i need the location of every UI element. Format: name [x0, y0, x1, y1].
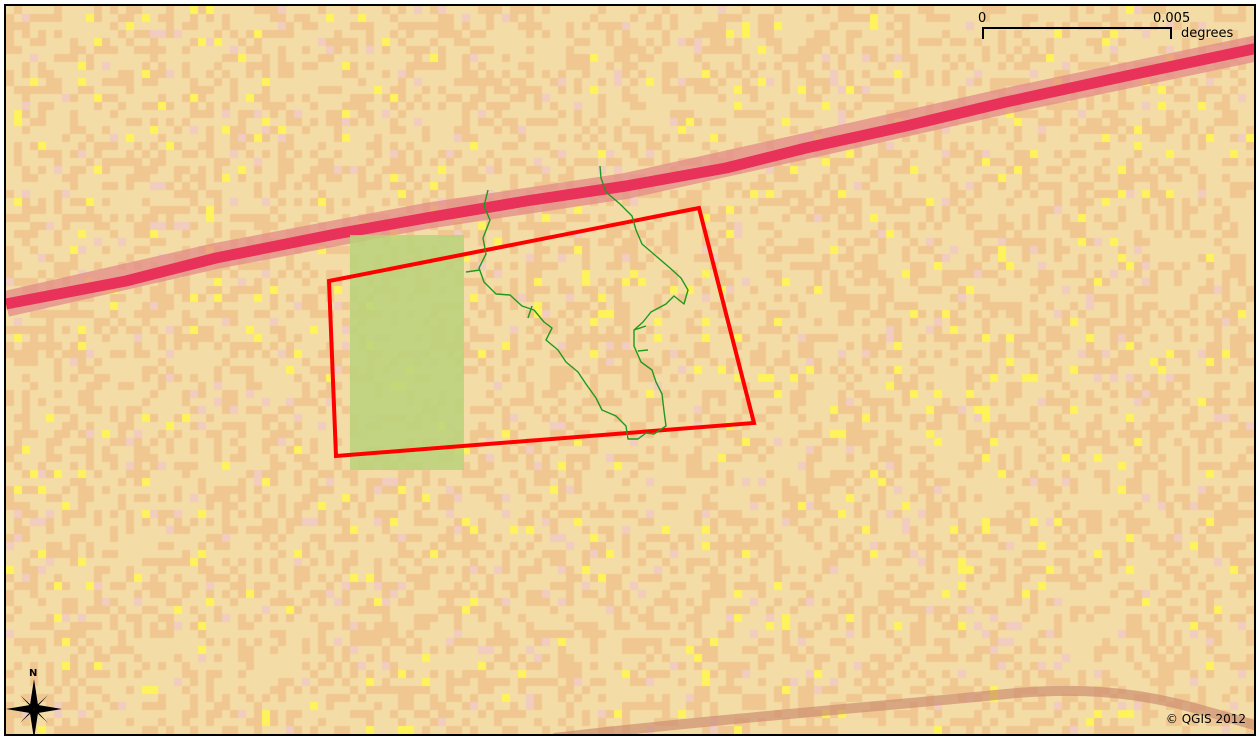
green-patch — [350, 235, 464, 470]
scale-bar — [982, 27, 1172, 39]
scale-bar-end-label: 0.005 — [1153, 11, 1191, 26]
map-overlay — [6, 27, 1254, 734]
copyright-label: © QGIS 2012 — [1165, 712, 1246, 726]
landcover-raster — [6, 6, 1254, 734]
stream-network — [465, 165, 689, 440]
compass-star-icon — [6, 679, 62, 734]
north-label: N — [29, 668, 38, 679]
study-area-polygon[interactable] — [326, 205, 757, 459]
map-canvas[interactable]: 0 0.005 degrees N © QGIS 2012 — [4, 4, 1256, 736]
main-road — [6, 43, 1254, 310]
scale-bar-start-label: 0 — [978, 11, 987, 26]
scale-bar-unit-label: degrees — [1181, 26, 1234, 41]
secondary-road — [553, 685, 1254, 734]
